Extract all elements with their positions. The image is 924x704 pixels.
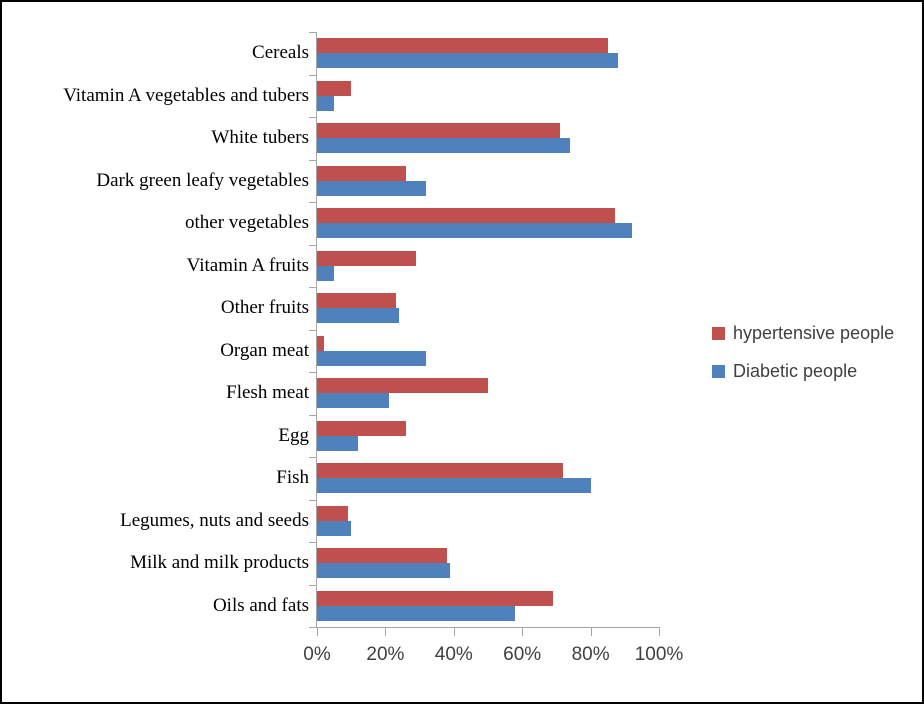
bar-diabetic <box>317 308 400 324</box>
plot-area: Cereals Vitamin A vegetables and tubers Wh… <box>63 32 683 665</box>
bar-diabetic <box>317 478 591 494</box>
y-axis-tick <box>309 457 317 458</box>
y-axis-tick <box>309 117 317 118</box>
legend: hypertensive people Diabetic people <box>712 323 894 399</box>
bar-hypertensive <box>317 123 560 139</box>
category-row: Cereals <box>252 32 659 75</box>
bar-hypertensive <box>317 293 396 309</box>
x-axis-label: 80% <box>571 644 610 665</box>
bar-hypertensive <box>317 590 553 606</box>
y-axis-tick <box>309 287 317 288</box>
x-axis-tick <box>522 627 524 636</box>
category-label: Legumes, nuts and seeds <box>120 509 309 531</box>
category-row: Flesh meat <box>226 372 659 415</box>
y-axis-tick <box>309 202 317 203</box>
x-axis-tick <box>385 627 387 636</box>
bar-diabetic <box>317 138 571 154</box>
bar-diabetic <box>317 223 632 239</box>
bar-diabetic <box>317 435 359 451</box>
y-axis-tick <box>309 159 317 161</box>
y-axis-tick <box>309 414 317 416</box>
category-row: Other fruits <box>221 287 659 330</box>
y-axis-tick <box>309 329 317 331</box>
category-label: other vegetables <box>185 212 309 233</box>
y-axis-tick <box>309 499 317 501</box>
legend-item-hypertensive: hypertensive people <box>712 323 894 344</box>
category-label: Oils and fats <box>212 594 309 616</box>
category-label: Organ meat <box>220 339 309 361</box>
category-label: Other fruits <box>220 297 309 318</box>
bar-hypertensive <box>317 378 488 394</box>
x-axis-tick <box>590 627 592 636</box>
bar-hypertensive <box>317 80 352 96</box>
bar-diabetic <box>317 265 335 281</box>
x-axis-label: 20% <box>366 644 405 665</box>
bar-hypertensive <box>317 505 348 521</box>
bar-diabetic <box>317 393 389 409</box>
bar-hypertensive <box>317 335 324 351</box>
y-axis-tick <box>309 542 317 543</box>
y-axis-tick <box>309 372 317 373</box>
legend-swatch-icon <box>712 327 725 340</box>
x-axis-tick <box>317 627 318 636</box>
bar-hypertensive <box>317 548 447 564</box>
category-row: Fish <box>276 457 659 500</box>
category-label: Cereals <box>252 42 309 63</box>
bar-hypertensive <box>317 38 608 54</box>
category-row: Dark green leafy vegetables <box>96 160 659 203</box>
category-row: Vitamin A fruits <box>187 245 659 288</box>
y-axis-tick <box>309 32 317 33</box>
bar-diabetic <box>317 180 427 196</box>
category-row: Organ meat <box>220 330 659 373</box>
category-label: Vitamin A fruits <box>186 254 309 276</box>
bar-hypertensive <box>317 208 615 224</box>
x-axis-tick <box>453 627 455 636</box>
x-axis-label: 40% <box>434 644 473 665</box>
category-row: White tubers <box>211 117 659 160</box>
bar-hypertensive <box>317 165 406 181</box>
bar-diabetic <box>317 563 451 579</box>
category-row: Egg <box>278 415 659 458</box>
x-axis-tick <box>659 627 660 636</box>
category-label: White tubers <box>211 127 309 148</box>
category-label: Vitamin A vegetables and tubers <box>63 84 309 106</box>
legend-label: hypertensive people <box>733 323 895 343</box>
legend-item-diabetic: Diabetic people <box>712 361 894 382</box>
bar-hypertensive <box>317 463 564 479</box>
y-axis-tick <box>309 74 317 76</box>
category-label: Dark green leafy vegetables <box>96 169 309 191</box>
x-axis-label: 0% <box>303 644 331 665</box>
legend-swatch-icon <box>712 365 725 378</box>
bar-diabetic <box>317 520 352 536</box>
y-axis-tick <box>309 627 317 628</box>
category-label: Milk and milk products <box>130 552 309 573</box>
bar-diabetic <box>317 53 618 69</box>
bar-hypertensive <box>317 250 417 266</box>
x-axis-label: 100% <box>634 644 684 665</box>
category-row: Legumes, nuts and seeds <box>120 500 659 543</box>
category-label: Egg <box>278 424 309 446</box>
bar-diabetic <box>317 95 335 111</box>
category-row: other vegetables <box>185 202 659 245</box>
bar-diabetic <box>317 605 516 621</box>
category-row: Oils and fats <box>213 585 659 628</box>
legend-label: Diabetic people <box>733 361 858 381</box>
bar-hypertensive <box>317 420 406 436</box>
category-label: Fish <box>276 467 309 488</box>
category-row: Vitamin A vegetables and tubers <box>63 75 659 118</box>
y-axis-tick <box>309 584 317 586</box>
category-label: Flesh meat <box>226 382 309 403</box>
bar-diabetic <box>317 350 427 366</box>
x-axis-label: 60% <box>503 644 542 665</box>
category-row: Milk and milk products <box>130 542 659 585</box>
y-axis-tick <box>309 244 317 246</box>
